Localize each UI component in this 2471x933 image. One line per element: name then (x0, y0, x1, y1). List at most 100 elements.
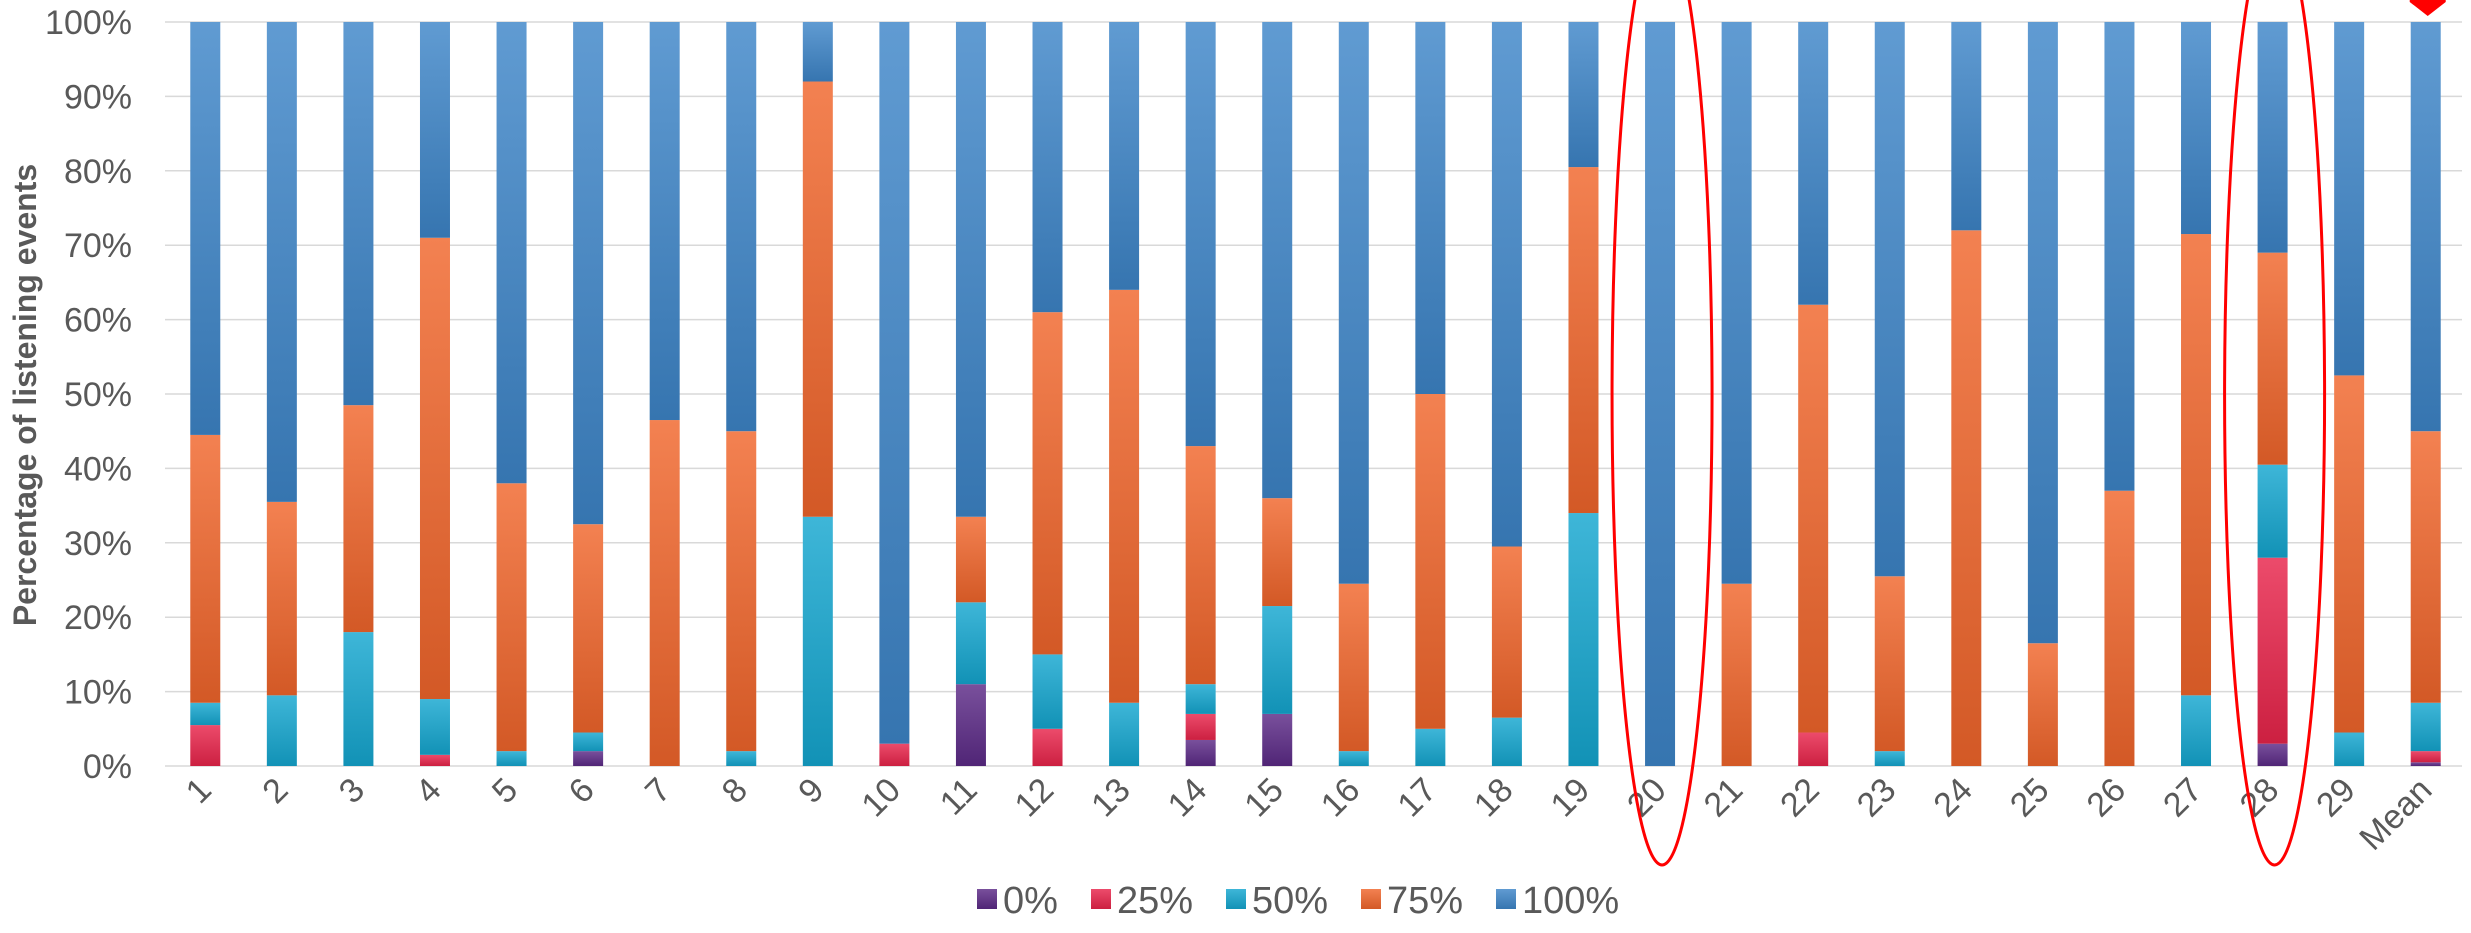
bar-segment-2-50 (266, 695, 297, 766)
x-tick-label: 15 (1237, 771, 1291, 825)
bar-segment-8-50 (726, 751, 757, 766)
bar-segment-5-75 (496, 483, 527, 752)
y-axis-ticks: 0% 10% 20% 30% 40% 50% 60% 70% 80% 90% 100% (45, 4, 132, 786)
bar-segment-15-75 (1262, 498, 1293, 607)
bar-segment-14-0 (1185, 739, 1216, 766)
bar-segment-26-100 (2104, 22, 2135, 491)
bar-segment-16-75 (1338, 583, 1369, 752)
bar-segment-1-25 (190, 725, 221, 766)
bar-segment-3-75 (343, 405, 374, 633)
bar-segment-8-100 (726, 22, 757, 432)
x-tick-label: 19 (1544, 771, 1598, 825)
highlight-ellipse-20 (1610, 0, 1714, 867)
bar-stack-13 (1109, 22, 1140, 766)
y-tick-label: 50% (64, 376, 132, 414)
bar-segment-12-75 (1032, 312, 1063, 655)
bar-segment-15-0 (1262, 713, 1293, 766)
bar-segment-14-25 (1185, 713, 1216, 740)
bar-segment-4-25 (419, 754, 450, 766)
bar-segment-12-50 (1032, 654, 1063, 729)
bar-segment-16-100 (1338, 22, 1369, 584)
bar-segment-7-100 (649, 22, 680, 421)
bars (190, 22, 2441, 766)
bar-segment-25-75 (2027, 643, 2058, 766)
legend-item-0: 0% (977, 880, 1058, 922)
bar-segment-23-50 (1874, 751, 1905, 766)
y-tick-label: 60% (64, 302, 132, 340)
bar-segment-27-100 (2181, 22, 2212, 235)
x-tick-label: 29 (2309, 771, 2363, 825)
x-tick-label: 27 (2156, 771, 2210, 825)
bar-segment-18-100 (1491, 22, 1522, 547)
bar-segment-29-100 (2334, 22, 2365, 376)
bar-segment-7-75 (649, 420, 680, 766)
bar-segment-1-100 (190, 22, 221, 435)
y-tick-label: 10% (64, 674, 132, 712)
bar-segment-17-100 (1415, 22, 1446, 394)
bar-segment-3-100 (343, 22, 374, 406)
bar-segment-6-75 (573, 524, 604, 733)
bar-segment-27-75 (2181, 234, 2212, 696)
legend-item-75: 75% (1361, 880, 1463, 922)
x-tick-label: 10 (854, 771, 908, 825)
legend-swatch (1091, 889, 1111, 909)
y-tick-label: 0% (83, 748, 132, 786)
bar-segment-14-50 (1185, 684, 1216, 714)
legend-label: 25% (1117, 880, 1193, 922)
bar-segment-8-75 (726, 431, 757, 752)
bar-stack-27 (2181, 22, 2212, 766)
bar-stack-7 (649, 22, 680, 766)
bar-stack-14 (1185, 22, 1216, 766)
bar-segment-13-50 (1109, 702, 1140, 766)
annotations (1610, 0, 2446, 867)
x-tick-label: 11 (933, 771, 985, 823)
bar-stack-20 (1645, 22, 1676, 766)
bar-segment-28-50 (2257, 464, 2288, 558)
bar-segment-3-50 (343, 632, 374, 766)
bar-segment-26-75 (2104, 490, 2135, 766)
bar-stack-28 (2257, 22, 2288, 766)
bar-segment-29-75 (2334, 375, 2365, 733)
bar-segment-18-50 (1491, 717, 1522, 766)
bar-stack-23 (1874, 22, 1905, 766)
bar-stack-9 (802, 22, 833, 766)
bar-segment-15-100 (1262, 22, 1293, 499)
bar-segment-11-75 (955, 516, 986, 603)
bar-stack-4 (419, 22, 450, 766)
x-tick-label: 6 (562, 771, 602, 811)
bar-stack-25 (2027, 22, 2058, 766)
bar-stack-19 (1568, 22, 1599, 766)
x-tick-label: 18 (1467, 771, 1521, 825)
bar-segment-4-100 (419, 22, 450, 238)
x-tick-label: 16 (1314, 771, 1368, 825)
x-tick-label: 5 (485, 771, 525, 811)
x-tick-label: 21 (1697, 771, 1751, 825)
bar-stack-12 (1032, 22, 1063, 766)
bar-segment-1-75 (190, 434, 221, 703)
x-tick-label: 24 (1926, 771, 1980, 825)
bar-segment-28-25 (2257, 557, 2288, 744)
x-tick-label: 14 (1161, 771, 1215, 825)
bar-segment-28-100 (2257, 22, 2288, 253)
bar-stack-10 (879, 22, 910, 766)
bar-stack-2 (266, 22, 297, 766)
legend-swatch (1226, 889, 1246, 909)
bar-segment-17-50 (1415, 728, 1446, 766)
bar-stack-16 (1338, 22, 1369, 766)
bar-segment-4-75 (419, 237, 450, 700)
bar-segment-23-100 (1874, 22, 1905, 577)
bar-segment-6-100 (573, 22, 604, 525)
bar-segment-24-75 (1951, 230, 1982, 766)
y-tick-label: 90% (64, 78, 132, 116)
bar-stack-17 (1415, 22, 1446, 766)
bar-segment-25-100 (2027, 22, 2058, 644)
bar-segment-21-100 (1721, 22, 1752, 584)
bar-segment-10-100 (879, 22, 910, 744)
x-tick-label: 20 (1620, 771, 1674, 825)
bar-stack-1 (190, 22, 221, 766)
bar-stack-8 (726, 22, 757, 766)
legend-label: 75% (1387, 880, 1463, 922)
bar-segment-14-100 (1185, 22, 1216, 447)
bar-stack-11 (955, 22, 986, 766)
bar-segment-22-75 (1798, 304, 1829, 733)
